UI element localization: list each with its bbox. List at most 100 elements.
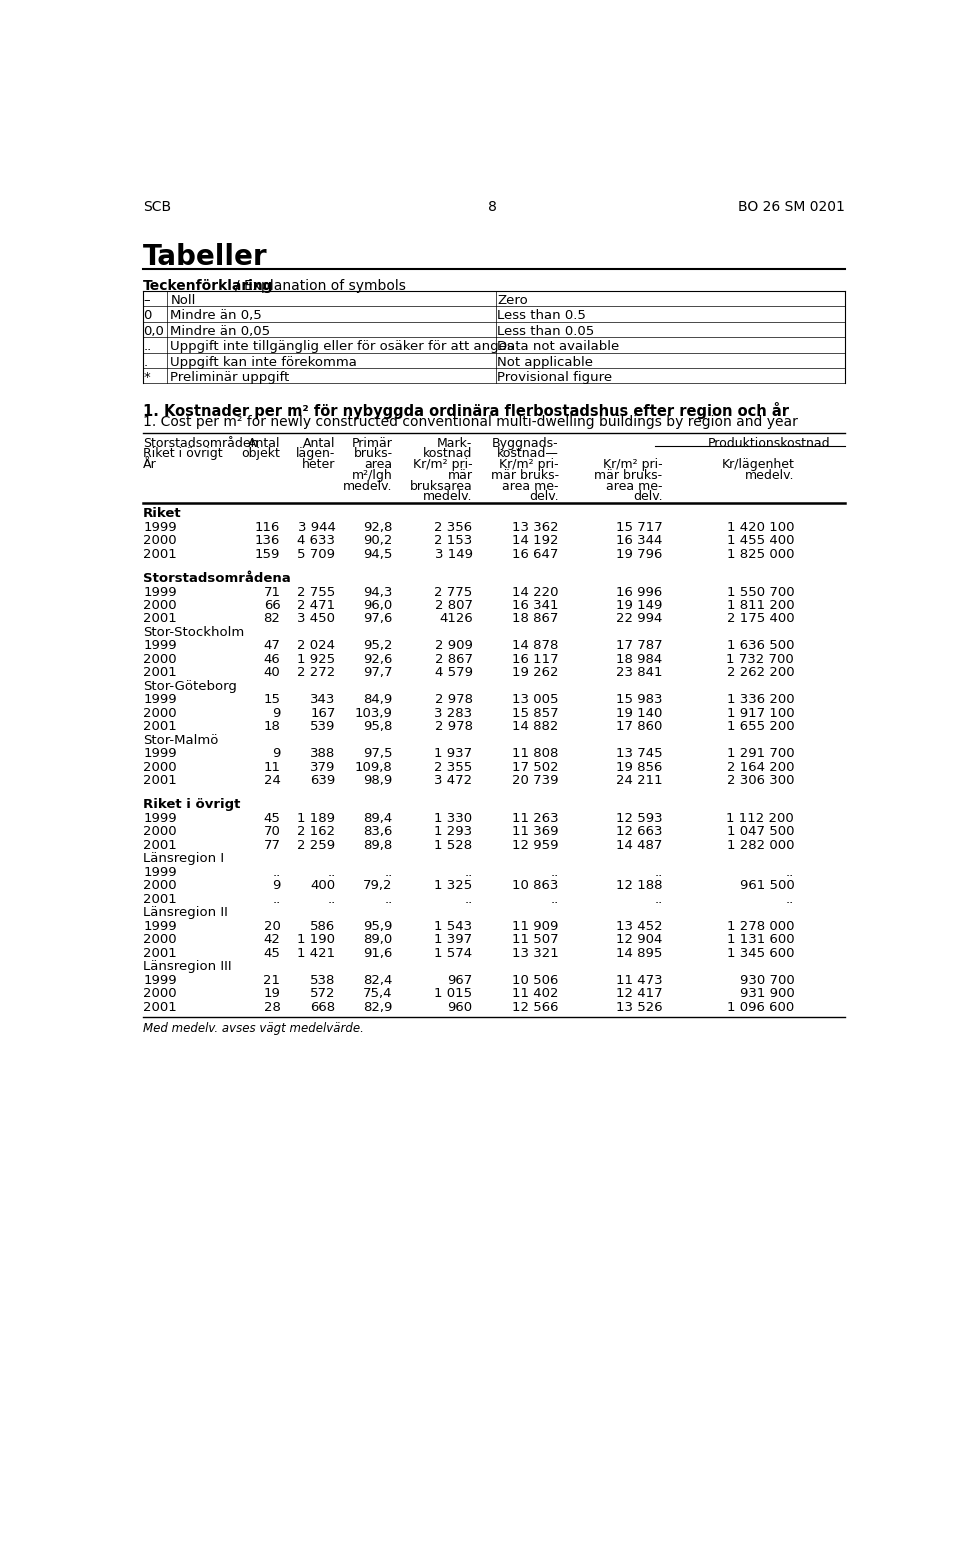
Text: 2 978: 2 978: [435, 720, 472, 734]
Text: 12 188: 12 188: [616, 880, 662, 892]
Text: 16 117: 16 117: [512, 653, 559, 665]
Text: 2000: 2000: [143, 653, 177, 665]
Text: 1 550 700: 1 550 700: [727, 585, 794, 598]
Text: mär bruks-: mär bruks-: [491, 470, 559, 482]
Text: SCB: SCB: [143, 200, 172, 214]
Text: 931 900: 931 900: [739, 988, 794, 1000]
Text: Kr/lägenhet: Kr/lägenhet: [721, 459, 794, 471]
Text: Primär: Primär: [352, 437, 393, 449]
Text: 639: 639: [310, 775, 335, 787]
Text: Tabeller: Tabeller: [143, 243, 268, 271]
Text: 3 450: 3 450: [298, 612, 335, 626]
Text: 109,8: 109,8: [355, 761, 393, 773]
Text: Uppgift inte tillgänglig eller för osäker för att anges: Uppgift inte tillgänglig eller för osäke…: [170, 340, 515, 354]
Text: 2 164 200: 2 164 200: [727, 761, 794, 773]
Text: 18: 18: [264, 720, 280, 734]
Text: 17 787: 17 787: [616, 640, 662, 653]
Text: bruks-: bruks-: [353, 448, 393, 460]
Text: 1 528: 1 528: [435, 839, 472, 851]
Text: 379: 379: [310, 761, 335, 773]
Text: Mindre än 0,05: Mindre än 0,05: [170, 326, 271, 338]
Text: Noll: Noll: [170, 294, 196, 307]
Text: 2 024: 2 024: [298, 640, 335, 653]
Text: mär: mär: [447, 470, 472, 482]
Text: 11 402: 11 402: [512, 988, 559, 1000]
Text: Mark-: Mark-: [437, 437, 472, 449]
Text: 84,9: 84,9: [364, 693, 393, 706]
Text: 70: 70: [264, 825, 280, 839]
Text: 2000: 2000: [143, 880, 177, 892]
Text: 1 336 200: 1 336 200: [727, 693, 794, 706]
Text: 13 321: 13 321: [512, 947, 559, 959]
Text: 1999: 1999: [143, 865, 177, 880]
Text: delv.: delv.: [633, 490, 662, 504]
Text: 83,6: 83,6: [364, 825, 393, 839]
Text: 1 293: 1 293: [435, 825, 472, 839]
Text: 116: 116: [255, 521, 280, 534]
Text: 3 472: 3 472: [435, 775, 472, 787]
Text: objekt: objekt: [242, 448, 280, 460]
Text: Data not available: Data not available: [497, 340, 619, 354]
Text: 1999: 1999: [143, 640, 177, 653]
Text: 1 925: 1 925: [298, 653, 335, 665]
Text: ..: ..: [550, 892, 559, 906]
Text: 136: 136: [255, 534, 280, 548]
Text: Stor-Göteborg: Stor-Göteborg: [143, 679, 237, 693]
Text: 47: 47: [264, 640, 280, 653]
Text: 1 282 000: 1 282 000: [727, 839, 794, 851]
Text: Provisional figure: Provisional figure: [497, 371, 612, 383]
Text: 960: 960: [447, 1000, 472, 1014]
Text: delv.: delv.: [529, 490, 559, 504]
Text: 2 259: 2 259: [298, 839, 335, 851]
Text: 1 636 500: 1 636 500: [727, 640, 794, 653]
Text: 167: 167: [310, 707, 335, 720]
Text: 77: 77: [263, 839, 280, 851]
Text: BO 26 SM 0201: BO 26 SM 0201: [737, 200, 845, 214]
Text: 2 262 200: 2 262 200: [727, 667, 794, 679]
Text: 9: 9: [272, 880, 280, 892]
Text: Less than 0.05: Less than 0.05: [497, 326, 594, 338]
Text: area me-: area me-: [606, 479, 662, 493]
Text: 16 647: 16 647: [513, 548, 559, 560]
Text: 11 473: 11 473: [616, 973, 662, 986]
Text: Riket i övrigt: Riket i övrigt: [143, 448, 223, 460]
Text: *: *: [143, 371, 150, 383]
Text: lägen-: lägen-: [296, 448, 335, 460]
Text: 12 417: 12 417: [616, 988, 662, 1000]
Text: ..: ..: [465, 892, 472, 906]
Text: 2000: 2000: [143, 707, 177, 720]
Text: 539: 539: [310, 720, 335, 734]
Text: 1 278 000: 1 278 000: [727, 920, 794, 933]
Text: 1999: 1999: [143, 521, 177, 534]
Text: 14 220: 14 220: [512, 585, 559, 598]
Text: 2001: 2001: [143, 892, 177, 906]
Text: 11 808: 11 808: [513, 747, 559, 761]
Text: 2000: 2000: [143, 534, 177, 548]
Text: 2 471: 2 471: [298, 599, 335, 612]
Text: 2 355: 2 355: [434, 761, 472, 773]
Text: 12 593: 12 593: [616, 812, 662, 825]
Text: Riket i övrigt: Riket i övrigt: [143, 798, 241, 811]
Text: 3 149: 3 149: [435, 548, 472, 560]
Text: 1 397: 1 397: [435, 933, 472, 947]
Text: 1999: 1999: [143, 747, 177, 761]
Text: ..: ..: [385, 865, 393, 880]
Text: 18 984: 18 984: [616, 653, 662, 665]
Text: 2000: 2000: [143, 825, 177, 839]
Text: 17 502: 17 502: [512, 761, 559, 773]
Text: ..: ..: [655, 865, 662, 880]
Text: ..: ..: [786, 865, 794, 880]
Text: 11 369: 11 369: [512, 825, 559, 839]
Text: 4126: 4126: [439, 612, 472, 626]
Text: 0: 0: [143, 310, 152, 322]
Text: 17 860: 17 860: [616, 720, 662, 734]
Text: area me-: area me-: [502, 479, 559, 493]
Text: 2001: 2001: [143, 612, 177, 626]
Text: 2001: 2001: [143, 839, 177, 851]
Text: 1 330: 1 330: [435, 812, 472, 825]
Text: ..: ..: [550, 865, 559, 880]
Text: 19 149: 19 149: [616, 599, 662, 612]
Text: ..: ..: [273, 865, 280, 880]
Text: 103,9: 103,9: [355, 707, 393, 720]
Text: 89,8: 89,8: [364, 839, 393, 851]
